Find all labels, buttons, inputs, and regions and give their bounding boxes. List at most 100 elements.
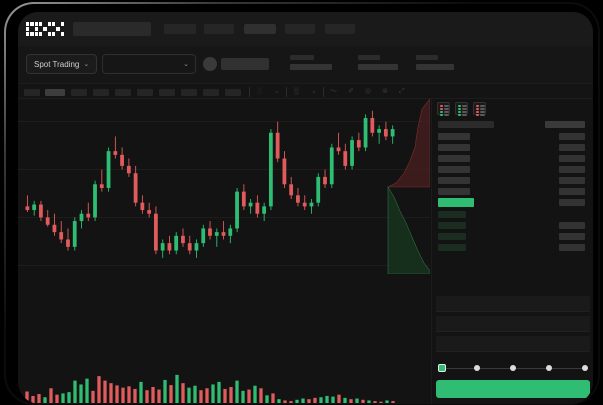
amount-field[interactable] <box>436 316 590 332</box>
orderbook-cell-right <box>559 233 585 240</box>
gridline-4 <box>18 265 430 266</box>
orderbook-cell-left <box>438 244 466 251</box>
orderbook-view-bids[interactable] <box>455 102 468 116</box>
stat-3 <box>416 55 454 70</box>
slider-stop-100[interactable] <box>582 365 588 371</box>
okx-logo-x <box>52 22 64 36</box>
orderbook-cell-right <box>559 188 585 195</box>
candlestick-chart[interactable] <box>18 99 430 359</box>
orderbook-cell-left <box>438 233 466 240</box>
orderbook-cell-right <box>545 121 585 128</box>
timeframe-2[interactable] <box>45 89 65 96</box>
order-book-rows[interactable] <box>432 119 593 253</box>
timeframe-10[interactable] <box>225 89 241 96</box>
toolbar-divider-1 <box>249 87 250 97</box>
timeframe-8[interactable] <box>181 89 197 96</box>
depth-chart <box>382 99 430 274</box>
orderbook-header-row[interactable] <box>432 119 593 131</box>
nav-item-2[interactable] <box>204 24 234 34</box>
price-field[interactable] <box>436 296 590 312</box>
nav-item-3[interactable] <box>244 24 276 34</box>
slider-stop-75[interactable] <box>546 365 552 371</box>
okx-logo[interactable] <box>26 22 66 36</box>
order-book-view-toggles <box>437 102 486 116</box>
timeframe-6[interactable] <box>137 89 153 96</box>
orderbook-bid-row[interactable] <box>432 209 593 220</box>
orderbook-cell-left <box>438 177 470 184</box>
pencil-icon[interactable]: ✐ <box>348 88 354 95</box>
orderbook-cell-left <box>438 133 470 140</box>
stat-3-value <box>416 64 454 70</box>
pair-selector[interactable]: ⌄ <box>102 54 196 74</box>
chevron-down-icon-2[interactable]: ⌄ <box>311 88 317 95</box>
timeframe-9[interactable] <box>203 89 219 96</box>
stat-2-label <box>358 55 380 60</box>
orderbook-ask-row[interactable] <box>432 131 593 142</box>
timeframe-4[interactable] <box>93 89 109 96</box>
orderbook-ask-row[interactable] <box>432 175 593 186</box>
search-input[interactable] <box>73 22 151 36</box>
stat-2-value <box>358 64 398 70</box>
orderbook-cell-left <box>438 166 470 173</box>
buy-submit-button[interactable] <box>436 380 590 398</box>
orderbook-ask-row[interactable] <box>432 153 593 164</box>
line-chart-icon[interactable]: 〜 <box>330 88 337 95</box>
coin-avatar <box>203 57 217 71</box>
orderbook-cell-right <box>559 244 585 251</box>
orderbook-last-price-row[interactable] <box>432 197 593 209</box>
pair-name-label <box>221 58 269 70</box>
stat-3-label <box>416 55 438 60</box>
orderbook-bid-row[interactable] <box>432 220 593 231</box>
orderbook-cell-left <box>438 144 470 151</box>
slider-stop-50[interactable] <box>510 365 516 371</box>
gridline-1 <box>18 121 430 122</box>
trading-mode-selector[interactable]: Spot Trading ⌄ <box>26 54 98 74</box>
nav-item-1[interactable] <box>164 24 196 34</box>
orderbook-view-asks[interactable] <box>473 102 486 116</box>
settings-icon[interactable]: ⊚ <box>382 88 388 95</box>
timeframe-7[interactable] <box>159 89 175 96</box>
orderbook-cell-left <box>438 188 470 195</box>
timeframe-3[interactable] <box>71 89 87 96</box>
orderbook-ask-row[interactable] <box>432 186 593 197</box>
chart-toolbar: ░ ⌄ ▒ ⌄ 〜 ✐ ◎ ⊚ ⤢ <box>18 83 593 99</box>
orderbook-cell-right <box>559 199 585 206</box>
chevron-down-icon-1[interactable]: ⌄ <box>274 88 280 95</box>
timeframe-1[interactable] <box>24 89 40 96</box>
camera-icon[interactable]: ◎ <box>365 88 372 95</box>
timeframe-5[interactable] <box>115 89 131 96</box>
nav-item-4[interactable] <box>285 24 315 34</box>
orderbook-cell-right <box>559 133 585 140</box>
gridline-2 <box>18 169 430 170</box>
candlestick-series <box>25 110 395 258</box>
stat-2 <box>358 55 398 70</box>
chevron-down-icon: ⌄ <box>183 61 189 68</box>
market-subheader: Spot Trading ⌄ ⌄ <box>18 46 593 83</box>
okx-logo-k <box>39 22 51 36</box>
total-field[interactable] <box>436 336 590 352</box>
orderbook-cell-right <box>559 177 585 184</box>
orderbook-ask-row[interactable] <box>432 142 593 153</box>
orderbook-ask-row[interactable] <box>432 164 593 175</box>
depth-series <box>387 99 430 274</box>
toolbar-divider-3 <box>323 87 324 97</box>
orderbook-cell-right <box>559 222 585 229</box>
orderbook-bid-row[interactable] <box>432 242 593 253</box>
indicators-icon[interactable]: ▒ <box>294 88 299 95</box>
fullscreen-icon[interactable]: ⤢ <box>399 88 405 95</box>
orderbook-bid-row[interactable] <box>432 231 593 242</box>
last-price-highlight <box>438 198 474 207</box>
trading-mode-label: Spot Trading <box>34 59 80 69</box>
slider-handle[interactable] <box>438 364 446 372</box>
candles-icon[interactable]: ░ <box>257 88 262 95</box>
amount-percent-slider[interactable] <box>438 364 588 372</box>
stat-1-label <box>290 55 314 60</box>
orderbook-cell-right <box>559 155 585 162</box>
app-header <box>18 12 593 46</box>
orderbook-cell-right <box>559 144 585 151</box>
stat-1 <box>290 55 332 70</box>
nav-item-5[interactable] <box>325 24 355 34</box>
orderbook-view-both[interactable] <box>437 102 450 116</box>
slider-stop-25[interactable] <box>474 365 480 371</box>
